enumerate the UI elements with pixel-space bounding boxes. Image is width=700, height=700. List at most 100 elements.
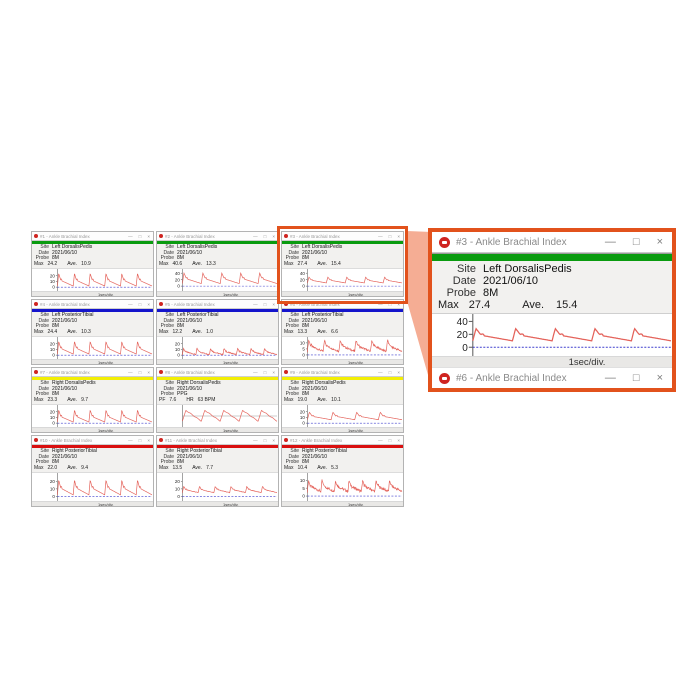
minimize-button[interactable]: — xyxy=(128,301,133,307)
svg-text:0: 0 xyxy=(302,353,305,358)
window-titlebar[interactable]: #3 - Ankle Brachial Index — □ × xyxy=(282,232,403,241)
close-button[interactable]: × xyxy=(397,437,400,443)
window-titlebar[interactable]: #8 - Ankle Brachial Index — □ × xyxy=(157,368,278,377)
stat2-label: Ave. xyxy=(192,464,203,471)
window-title: #8 - Ankle Brachial Index xyxy=(165,369,215,375)
window-titlebar[interactable]: #12 - Ankle Brachial Index — □ × xyxy=(282,436,403,445)
window-titlebar[interactable]: #3 - Ankle Brachial Index — □ × xyxy=(432,232,672,253)
max-value: 27.4 xyxy=(468,299,491,311)
maximize-button[interactable]: □ xyxy=(263,437,267,443)
maximize-button[interactable]: □ xyxy=(388,233,392,239)
window-titlebar[interactable]: #1 - Ankle Brachial Index — □ × xyxy=(32,232,153,241)
close-button[interactable]: × xyxy=(397,369,400,375)
maximize-button[interactable]: □ xyxy=(138,233,142,239)
minimize-button[interactable]: — xyxy=(378,233,383,239)
close-button[interactable]: × xyxy=(397,301,400,307)
measurement-info: Site Right PosteriorTibial Date 2021/06/10… xyxy=(157,448,278,473)
close-button[interactable]: × xyxy=(272,301,275,307)
date-value: 2021/06/10 xyxy=(177,249,203,256)
minimize-button[interactable]: — xyxy=(378,369,383,375)
maximize-button[interactable]: □ xyxy=(388,437,392,443)
close-button[interactable]: × xyxy=(656,236,663,248)
stat1-label: Max xyxy=(284,328,294,335)
site-value: Left DorsalisPedis xyxy=(177,244,218,250)
site-value: Right DorsalisPedis xyxy=(52,380,96,386)
window-titlebar[interactable]: #7 - Ankle Brachial Index — □ × xyxy=(32,368,153,377)
date-value: 2021/06/10 xyxy=(52,317,78,324)
minimize-button[interactable]: — xyxy=(378,437,383,443)
maximize-button[interactable]: □ xyxy=(632,236,640,248)
waveform-chart: 1sec/div. xyxy=(157,405,278,432)
limb-color-strip xyxy=(432,253,672,261)
minimize-button[interactable]: — xyxy=(253,233,258,239)
abi-window: #7 - Ankle Brachial Index — □ × Site Righ… xyxy=(31,367,154,433)
x-axis-strip: 1sec/div. xyxy=(157,427,278,432)
minimize-button[interactable]: — xyxy=(128,369,133,375)
maximize-button[interactable]: □ xyxy=(632,372,640,384)
window-titlebar[interactable]: #2 - Ankle Brachial Index — □ × xyxy=(157,232,278,241)
limb-color-strip xyxy=(157,377,278,380)
probe-value: PPG xyxy=(177,391,188,397)
x-axis-strip: 1sec/div. xyxy=(32,359,153,364)
probe-value: 8M xyxy=(177,459,184,465)
close-button[interactable]: × xyxy=(147,233,150,239)
close-button[interactable]: × xyxy=(272,369,275,375)
maximize-button[interactable]: □ xyxy=(388,301,392,307)
close-button[interactable]: × xyxy=(147,437,150,443)
minimize-button[interactable]: — xyxy=(128,437,133,443)
window-titlebar[interactable]: #11 - Ankle Brachial Index — □ × xyxy=(157,436,278,445)
window-titlebar[interactable]: #5 - Ankle Brachial Index — □ × xyxy=(157,300,278,309)
svg-text:0: 0 xyxy=(302,421,305,426)
probe-label: Probe xyxy=(285,323,299,329)
date-label: Date xyxy=(163,385,174,392)
app-icon xyxy=(34,370,38,374)
minimize-button[interactable]: — xyxy=(253,301,258,307)
close-button[interactable]: × xyxy=(147,301,150,307)
svg-text:20: 20 xyxy=(175,341,181,346)
window-title: #11 - Ankle Brachial Index xyxy=(165,437,217,443)
app-icon xyxy=(284,438,288,442)
window-titlebar[interactable]: #6 - Ankle Brachial Index — □ × xyxy=(282,300,403,309)
maximize-button[interactable]: □ xyxy=(138,301,142,307)
window-titlebar[interactable]: #10 - Ankle Brachial Index — □ × xyxy=(32,436,153,445)
minimize-button[interactable]: — xyxy=(128,233,133,239)
date-label: Date xyxy=(163,317,174,324)
minimize-button[interactable]: — xyxy=(604,236,616,248)
probe-value: 8M xyxy=(52,255,59,261)
next-window-titlebar[interactable]: #6 - Ankle Brachial Index — □ × xyxy=(432,367,672,388)
maximize-button[interactable]: □ xyxy=(263,369,267,375)
maximize-button[interactable]: □ xyxy=(138,437,142,443)
limb-color-strip xyxy=(282,445,403,448)
window-titlebar[interactable]: #4 - Ankle Brachial Index — □ × xyxy=(32,300,153,309)
svg-text:0: 0 xyxy=(52,494,55,499)
maximize-button[interactable]: □ xyxy=(263,301,267,307)
window-titlebar[interactable]: #9 - Ankle Brachial Index — □ × xyxy=(282,368,403,377)
minimize-button[interactable]: — xyxy=(253,369,258,375)
minimize-button[interactable]: — xyxy=(253,437,258,443)
minimize-button[interactable]: — xyxy=(378,301,383,307)
maximize-button[interactable]: □ xyxy=(388,369,392,375)
close-button[interactable]: × xyxy=(147,369,150,375)
x-axis-label: 1sec/div. xyxy=(223,359,239,365)
x-axis-label: 1sec/div. xyxy=(348,291,364,297)
close-button[interactable]: × xyxy=(272,233,275,239)
svg-text:10: 10 xyxy=(175,486,181,491)
abi-window: #11 - Ankle Brachial Index — □ × Site Rig… xyxy=(156,435,279,507)
close-button[interactable]: × xyxy=(656,372,663,384)
close-button[interactable]: × xyxy=(397,233,400,239)
site-value: Right PosteriorTibial xyxy=(52,448,97,454)
measurement-info: Site Right PosteriorTibial Date 2021/06/10… xyxy=(282,448,403,473)
measurement-info: Site Right DorsalisPedis Date 2021/06/10 P… xyxy=(32,380,153,405)
site-label: Site xyxy=(290,312,299,318)
maximize-button[interactable]: □ xyxy=(263,233,267,239)
abi-window: #4 - Ankle Brachial Index — □ × Site Left… xyxy=(31,299,154,365)
svg-text:20: 20 xyxy=(50,409,56,414)
minimize-button[interactable]: — xyxy=(604,372,616,384)
close-button[interactable]: × xyxy=(272,437,275,443)
window-title: #2 - Ankle Brachial Index xyxy=(165,233,215,239)
window-title: #3 - Ankle Brachial Index xyxy=(456,236,567,248)
waveform-chart: 10 5 0 1sec/div. xyxy=(282,473,403,506)
stat1-value: 12.2 xyxy=(172,328,183,335)
stat2-value: 63 BPM xyxy=(197,396,216,403)
maximize-button[interactable]: □ xyxy=(138,369,142,375)
